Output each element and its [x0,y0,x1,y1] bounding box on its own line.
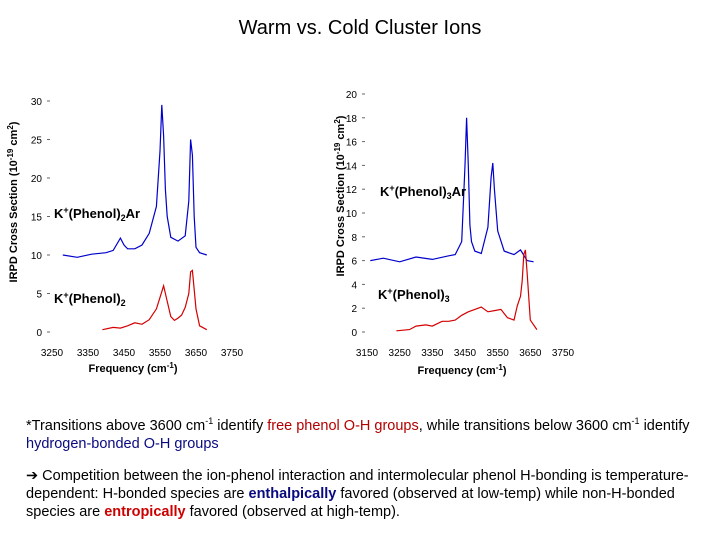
left-series-red-line [102,269,208,331]
right-y-ticks: 0 2 4 6 8 10 12 14 16 18 20 [346,90,365,339]
spectra-figure: IRPD Cross Section (10-19 cm2) 051015202… [6,90,575,377]
right-series-red-line [396,249,538,332]
right-y-tick-label: 12 [346,185,358,196]
left-x-tick-label: 3250 [41,348,64,359]
right-y-axis-label: IRPD Cross Section (10-19 cm2) [333,115,347,276]
right-y-tick-label: 18 [346,114,358,125]
left-x-tick-label: 3350 [77,348,100,359]
left-label-red: K+(Phenol)2 [54,290,126,308]
left-x-ticks: 3250 3350 3450 3550 3650 3750 [41,348,244,359]
left-y-tick-label: 30 [31,97,43,108]
entropically-highlight: entropically [104,503,186,520]
right-y-tick-label: 10 [346,209,358,220]
left-y-axis-label: IRPD Cross Section (10-19 cm2) [6,121,20,282]
left-series-blue-line [62,104,207,258]
right-y-tick-label: 2 [351,304,357,315]
right-x-tick-label: 3250 [389,348,412,359]
right-y-tick-label: 4 [351,280,357,291]
right-x-tick-label: 3450 [454,348,477,359]
right-y-tick-label: 14 [346,161,358,172]
right-x-tick-label: 3350 [421,348,444,359]
right-y-tick-label: 20 [346,90,358,101]
right-y-tick-label: 8 [351,233,357,244]
left-y-tick-label: 20 [31,174,43,185]
right-x-axis-label: Frequency (cm-1) [417,363,506,377]
right-x-tick-label: 3150 [356,348,379,359]
right-series-blue-line [370,117,534,263]
left-label-blue: K+(Phenol)2Ar [54,205,140,223]
left-x-axis-label: Frequency (cm-1) [88,361,177,375]
left-y-tick-label: 10 [31,251,43,262]
right-label-red: K+(Phenol)3 [378,286,450,304]
left-y-tick-label: 5 [36,290,42,301]
arrow-icon: ➔ [26,467,39,484]
note-transitions: *Transitions above 3600 cm-1 identify fr… [26,416,690,452]
right-x-tick-label: 3550 [487,348,510,359]
right-y-tick-label: 6 [351,257,357,268]
right-y-tick-label: 0 [351,328,357,339]
right-y-tick-label: 16 [346,138,358,149]
right-x-tick-label: 3650 [519,348,542,359]
left-y-tick-label: 15 [31,213,43,224]
enthalpically-highlight: enthalpically [248,485,337,502]
left-y-tick-label: 0 [36,328,42,339]
right-chart: IRPD Cross Section (10-19 cm2) 0 2 4 6 8 10 12… [333,90,575,377]
left-x-tick-label: 3650 [185,348,208,359]
left-y-tick-label: 25 [31,136,43,147]
right-x-ticks: 3150 3250 3350 3450 3550 3650 3750 [356,348,575,359]
left-x-tick-label: 3450 [113,348,136,359]
left-x-tick-label: 3550 [149,348,172,359]
hbond-oh-highlight: hydrogen-bonded O-H groups [26,435,219,452]
page-title: Warm vs. Cold Cluster Ions [238,17,482,39]
right-x-tick-label: 3750 [552,348,575,359]
right-label-blue: K+(Phenol)3Ar [380,183,466,201]
note-competition: ➔ Competition between the ion-phenol int… [26,467,689,520]
left-chart: IRPD Cross Section (10-19 cm2) 0 5 10 15 20 2… [6,97,244,375]
left-x-tick-label: 3750 [221,348,244,359]
left-y-ticks: 0 5 10 15 20 25 30 [31,97,50,339]
free-oh-highlight: free phenol O-H groups [267,417,419,434]
notes: *Transitions above 3600 cm-1 identify fr… [26,412,696,535]
